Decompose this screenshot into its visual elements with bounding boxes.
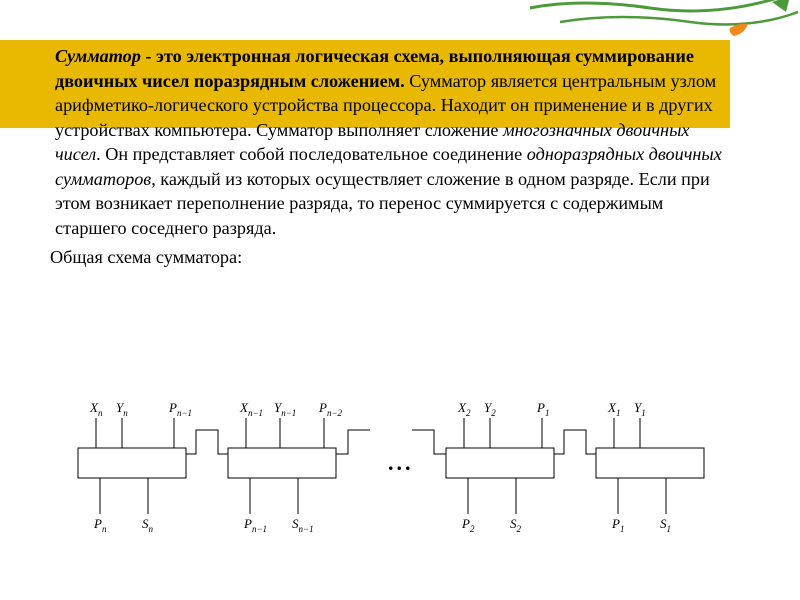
svg-text:Y2: Y2: [484, 400, 496, 418]
svg-text:S1: S1: [660, 516, 671, 534]
svg-text:P1: P1: [536, 400, 549, 418]
svg-text:Pn: Pn: [93, 516, 107, 534]
svg-text:Y1: Y1: [634, 400, 646, 418]
svg-text:Yn: Yn: [116, 400, 128, 418]
svg-text:Xn: Xn: [89, 400, 103, 418]
svg-text:Sn−1: Sn−1: [292, 516, 314, 534]
svg-text:P2: P2: [461, 516, 475, 534]
svg-text:Pn−2: Pn−2: [318, 400, 343, 418]
svg-text:Xn−1: Xn−1: [239, 400, 263, 418]
body-text: Сумматор - это электронная логическая сх…: [55, 44, 735, 271]
svg-text:X1: X1: [607, 400, 620, 418]
adder-diagram: Xn Yn Pn−1 Pn Sn Xn−1 Yn−1 Pn−2 Pn−1 Sn−1 X2 Y2 P1 P2…: [68, 382, 728, 542]
svg-text:Yn−1: Yn−1: [274, 400, 296, 418]
svg-text:Pn−1: Pn−1: [243, 516, 267, 534]
svg-text:Sn: Sn: [142, 516, 154, 534]
svg-text:S2: S2: [510, 516, 522, 534]
svg-text:P1: P1: [611, 516, 624, 534]
subtitle: Общая схема сумматора:: [50, 245, 735, 270]
svg-text:...: ...: [388, 450, 414, 475]
body-2: . Он представляет собой последовательное…: [96, 144, 527, 164]
svg-text:X2: X2: [457, 400, 471, 418]
body-3: , каждый из которых осуществляет сложени…: [55, 169, 710, 238]
svg-text:Pn−1: Pn−1: [168, 400, 192, 418]
term: Сумматор: [55, 46, 141, 66]
